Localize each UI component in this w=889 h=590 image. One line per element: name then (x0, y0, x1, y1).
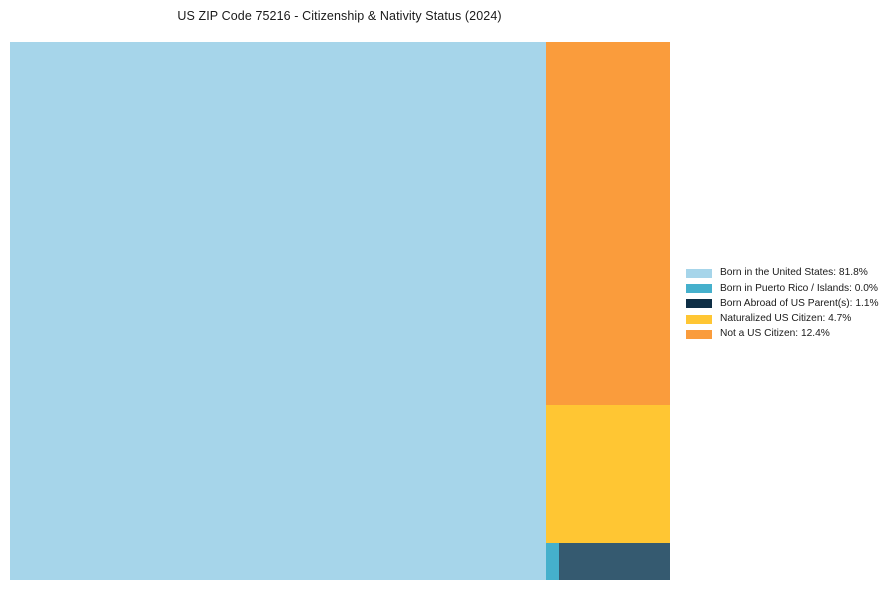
legend-color-swatch (686, 269, 712, 279)
treemap-tile[interactable] (546, 42, 670, 405)
legend-item[interactable]: Naturalized US Citizen: 4.7% (686, 312, 884, 327)
legend-color-swatch (686, 284, 712, 294)
legend-color-swatch (686, 314, 712, 324)
legend-item[interactable]: Born in Puerto Rico / Islands: 0.0% (686, 281, 884, 296)
legend-item-label: Born in Puerto Rico / Islands: 0.0% (720, 282, 878, 294)
legend-item[interactable]: Born Abroad of US Parent(s): 1.1% (686, 296, 884, 311)
treemap-tile[interactable] (559, 543, 670, 580)
treemap-tile[interactable] (546, 543, 559, 580)
legend-item-label: Not a US Citizen: 12.4% (720, 328, 830, 340)
treemap-tile[interactable] (10, 42, 546, 580)
treemap-tile[interactable] (546, 405, 670, 543)
legend-item-label: Born in the United States: 81.8% (720, 267, 868, 279)
legend-item[interactable]: Not a US Citizen: 12.4% (686, 327, 884, 342)
legend-color-swatch (686, 299, 712, 309)
chart-title: US ZIP Code 75216 - Citizenship & Nativi… (177, 9, 502, 23)
legend-item[interactable]: Born in the United States: 81.8% (686, 266, 884, 281)
legend-color-swatch (686, 329, 712, 339)
treemap-plot-area (10, 42, 670, 580)
chart-legend: Born in the United States: 81.8% Born in … (686, 266, 884, 342)
legend-item-label: Naturalized US Citizen: 4.7% (720, 313, 852, 325)
legend-item-label: Born Abroad of US Parent(s): 1.1% (720, 297, 879, 309)
